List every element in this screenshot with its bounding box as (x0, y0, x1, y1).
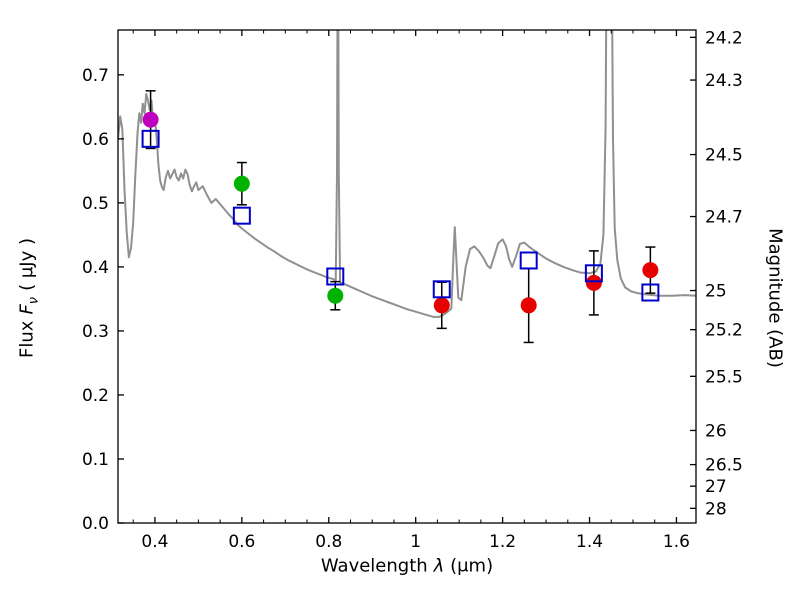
y-right-tick-label: 24.7 (705, 208, 743, 228)
errorbars-group (145, 90, 656, 344)
photometry-point (520, 297, 537, 314)
photometry-point (142, 111, 159, 128)
spectrum-line (118, 30, 696, 318)
photometry-point (233, 175, 250, 192)
x-tick-label: 1 (410, 532, 421, 552)
y-right-tick-label: 24.2 (705, 28, 743, 48)
model-square (519, 251, 538, 270)
x-axis-label: Wavelength λ (μm) (321, 556, 493, 577)
x-tick-label: 0.6 (228, 532, 255, 552)
ticks-group: 0.4 0.6 0.8 1 1.2 1.4 1.6 0.0 0.1 0.2 0.3 0.4 0.5 0.6… (82, 28, 743, 552)
model-square (141, 129, 160, 148)
photometry-point (642, 262, 659, 279)
x-tick-label: 1.2 (489, 532, 516, 552)
y-right-tick-label: 26 (705, 421, 727, 441)
y-right-tick-label: 24.5 (705, 146, 743, 166)
y-right-tick-label: 25.5 (705, 367, 743, 387)
model-square (326, 267, 345, 286)
flux-symbol: F (16, 304, 38, 315)
y-left-tick-label: 0.0 (82, 514, 109, 534)
model-square (584, 264, 603, 283)
y-left-tick-label: 0.6 (82, 130, 109, 150)
y-left-tick-label: 0.2 (82, 386, 109, 406)
x-axis-unit: (μm) (450, 555, 494, 577)
y-right-tick-label: 25.2 (705, 321, 743, 341)
model-square (232, 206, 251, 225)
nu-subscript: ν (26, 296, 42, 305)
y-right-tick-label: 28 (705, 499, 727, 519)
photometry-point (433, 297, 450, 314)
model-square (432, 280, 451, 299)
y-left-unit: ( μJy ) (16, 238, 38, 291)
x-tick-label: 0.4 (141, 532, 168, 552)
axes-frame (117, 29, 697, 524)
y-left-tick-label: 0.1 (82, 450, 109, 470)
x-tick-label: 1.6 (663, 532, 690, 552)
y-right-tick-label: 26.5 (705, 456, 743, 476)
x-tick-label: 1.4 (576, 532, 603, 552)
y-right-label-text: Magnitude (AB) (764, 228, 786, 368)
y-right-tick-label: 24.3 (705, 71, 743, 91)
y-left-tick-label: 0.4 (82, 258, 109, 278)
photometry-point (585, 274, 602, 291)
y-left-axis-label: Flux Fν ( μJy ) (17, 238, 42, 358)
y-right-axis-label: Magnitude (AB) (765, 228, 786, 368)
y-right-tick-label: 27 (705, 477, 727, 497)
photometry-point (327, 287, 344, 304)
photometry-group (142, 111, 659, 314)
lambda-symbol: λ (433, 555, 445, 577)
y-right-tick-label: 25 (705, 282, 727, 302)
x-axis-label-text: Wavelength (320, 555, 428, 577)
y-left-tick-label: 0.3 (82, 322, 109, 342)
model-square (641, 283, 660, 302)
x-tick-label: 0.8 (315, 532, 342, 552)
y-left-tick-label: 0.7 (82, 66, 109, 86)
model-squares-group (141, 129, 660, 302)
y-left-label-text: Flux (16, 320, 38, 358)
y-left-tick-label: 0.5 (82, 194, 109, 214)
